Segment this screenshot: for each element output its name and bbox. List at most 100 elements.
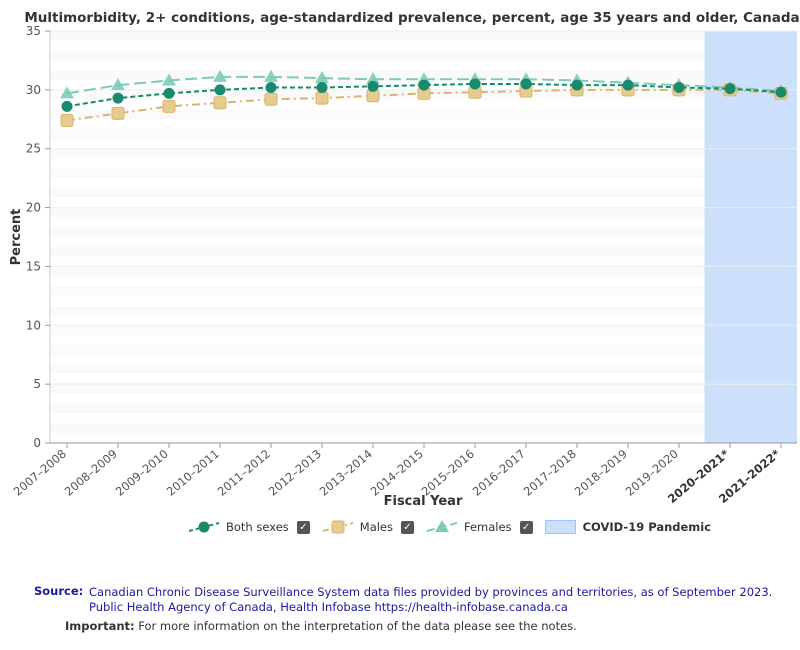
females-point (366, 72, 380, 85)
both-sexes-point (367, 80, 379, 92)
chart: Multimorbidity, 2+ conditions, age-stand… (9, 10, 800, 509)
plot-stripe (50, 364, 797, 375)
females-point (60, 86, 74, 99)
x-axis-label: Fiscal Year (384, 494, 463, 509)
legend: Both sexes ✓ Males ✓ Females ✓ COVID-19 … (188, 519, 723, 535)
plot-stripe (50, 315, 797, 326)
plot-stripe (50, 138, 797, 149)
females-point (111, 78, 125, 91)
both-sexes-point (520, 78, 532, 90)
plot-stripe (50, 158, 797, 169)
plot-stripe (50, 237, 797, 247)
males-point (111, 106, 125, 120)
y-tick-label: 25 (26, 142, 41, 156)
x-tick-label: 2015–2016 (419, 447, 477, 499)
legend-label-females: Females (464, 520, 512, 534)
legend-label-both-sexes: Both sexes (226, 520, 289, 534)
plot-stripe (50, 256, 797, 267)
males-checkbox[interactable]: ✓ (401, 520, 414, 534)
plot-stripe (50, 168, 797, 179)
plot-stripe (50, 99, 797, 110)
plot-stripe (50, 325, 797, 336)
legend-label-males: Males (359, 520, 393, 534)
plot-stripe (50, 286, 797, 296)
both-sexes-line (66, 82, 782, 108)
plot-stripe (50, 119, 797, 130)
legend-item-covid[interactable]: COVID-19 Pandemic (544, 520, 711, 534)
source-text: Canadian Chronic Disease Surveillance Sy… (89, 585, 789, 615)
females-checkbox[interactable]: ✓ (519, 520, 533, 534)
plot-stripe (50, 374, 797, 385)
plot-stripe (50, 187, 797, 198)
both-sexes-point (163, 87, 175, 99)
both-sexes-line-icon (188, 521, 220, 533)
legend-item-females[interactable]: Females ✓ (426, 519, 533, 535)
y-tick-label: 30 (26, 83, 41, 97)
both-sexes-point (316, 82, 328, 94)
both-sexes-point (265, 82, 277, 94)
chart-title: Multimorbidity, 2+ conditions, age-stand… (24, 10, 799, 26)
x-tick-label: 2017–2018 (521, 447, 579, 499)
females-point (162, 73, 176, 86)
plot-stripe (50, 217, 797, 228)
y-tick-label: 5 (33, 377, 41, 391)
females-point (264, 69, 278, 82)
males-point (60, 113, 74, 127)
plot-stripe (50, 40, 797, 51)
males-point (264, 92, 278, 106)
plot-stripe (50, 335, 797, 345)
source-line-1: Canadian Chronic Disease Surveillance Sy… (89, 585, 773, 599)
y-axis-label: Percent (9, 209, 24, 266)
x-tick-label: 2007–2008 (11, 447, 69, 499)
source-key: Source: (34, 584, 84, 598)
y-tick-label: 10 (26, 318, 41, 332)
plot-stripe (50, 227, 797, 237)
males-line (66, 88, 782, 122)
x-tick-label: 2008–2009 (62, 447, 120, 499)
legend-item-males[interactable]: Males ✓ (322, 519, 414, 535)
plot-stripe (50, 344, 797, 355)
y-tick-label: 35 (26, 24, 41, 38)
x-tick-label: 2016–2017 (470, 447, 528, 499)
plot-stripe (50, 129, 797, 139)
both-sexes-point (622, 79, 634, 91)
plot-stripe (50, 246, 797, 257)
plot-stripe (50, 433, 797, 443)
legend-item-both-sexes[interactable]: Both sexes ✓ (188, 519, 310, 535)
y-axis-ticks: 0 5 10 15 20 25 30 35 (26, 24, 50, 450)
plot-stripe (50, 354, 797, 365)
females-point (315, 71, 329, 84)
plot-stripe (50, 384, 797, 394)
males-point (315, 91, 329, 105)
both-sexes-point (112, 92, 124, 104)
females-line-icon (426, 520, 458, 532)
plot-stripe (50, 31, 797, 41)
plot-stripe (50, 276, 797, 287)
plot-stripe (50, 413, 797, 424)
x-tick-label: 2009–2010 (113, 447, 171, 499)
important-text: For more information on the interpretati… (138, 619, 577, 633)
plot-stripe (50, 109, 797, 120)
important-key: Important: (65, 619, 135, 633)
covid-swatch-icon (544, 520, 576, 534)
both-sexes-checkbox[interactable]: ✓ (296, 520, 310, 534)
both-sexes-point (214, 84, 226, 96)
x-tick-label: 2011–2012 (215, 447, 273, 499)
plot-stripe (50, 197, 797, 208)
x-tick-label: 2018–2019 (572, 447, 630, 499)
plot-stripe (50, 148, 797, 159)
plot-stripe (50, 178, 797, 188)
plot-stripe (50, 266, 797, 277)
plot-stripe (50, 207, 797, 218)
plot-stripe (50, 60, 797, 71)
females-point (213, 69, 227, 82)
males-line-icon (322, 520, 354, 534)
both-sexes-point (61, 100, 73, 112)
males-point (213, 96, 227, 110)
y-tick-label: 15 (26, 259, 41, 273)
both-sexes-point (418, 79, 430, 91)
important-note: Important: For more information on the i… (65, 619, 577, 633)
plot-stripe (50, 403, 797, 414)
plot-stripe (50, 295, 797, 306)
y-tick-label: 0 (33, 436, 41, 450)
